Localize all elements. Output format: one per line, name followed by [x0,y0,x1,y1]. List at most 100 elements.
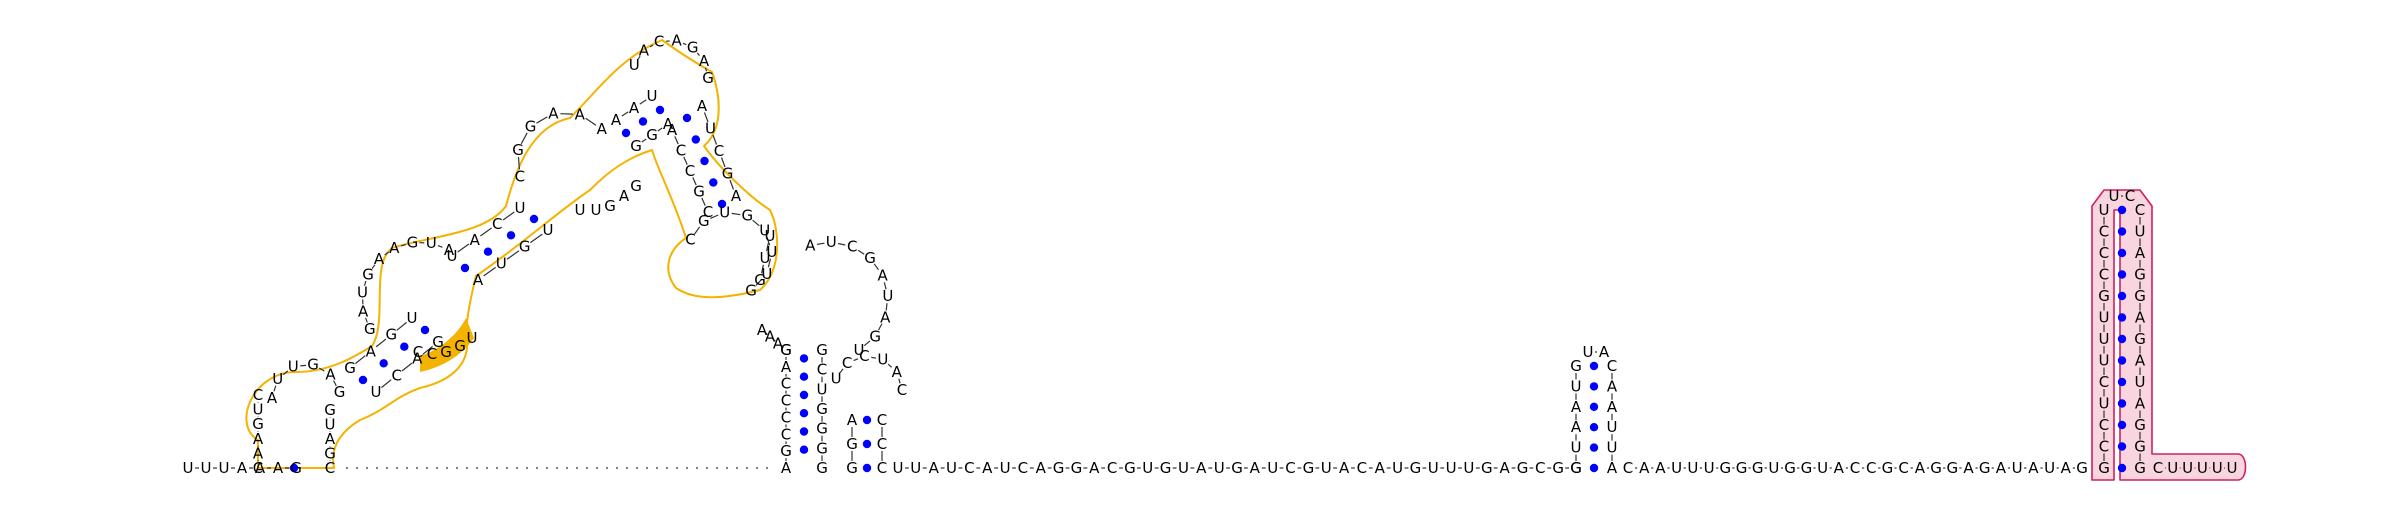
orange-stem-nt: U [496,254,507,272]
base-pair-dot [420,325,430,335]
hairpin-b-nt: C [877,411,887,429]
base-pair-dot [2117,313,2127,322]
orange-apical-nt: G [687,39,699,57]
orange-apical-nt: A [671,32,682,50]
backbone-segment [885,303,888,311]
hairpin-a-loop-nt: U [882,287,893,305]
base-pair-dot [799,354,809,363]
base-pair-dot [2117,291,2127,301]
backbone-segment [772,338,776,342]
pink-hairpin-nt: C [2099,266,2109,284]
pink-hairpin-nt: G [2134,438,2146,456]
base-pair-dot [2117,463,2127,473]
linker2-nt: A [1996,459,2007,477]
three-prime-tail-nt: U [2167,459,2178,477]
pink-hairpin-nt: C [2099,244,2109,262]
hairpin-a-nt: U [817,380,828,398]
linker-nt: A [982,459,993,477]
backbone-segment [363,280,367,286]
small-hairpin-nt: G [1570,357,1582,375]
orange-loop-nt: G [364,320,376,338]
base-pair-dot [799,390,809,400]
backbone-segment [401,362,413,372]
linker2-nt: A [2028,459,2039,477]
backbone-segment [877,323,883,331]
base-pair-dot [2117,442,2127,451]
linker-nt: A [1499,459,1510,477]
backbone-segment [384,251,390,256]
backbone-segment [536,116,548,124]
backbone-segment [694,226,701,235]
pink-hairpin-nt: A [2135,352,2146,370]
base-pair-dot [2117,356,2127,365]
orange-loop-nt: G [630,177,642,195]
backbone-segment [837,242,846,246]
orange-stem-nt: C [391,366,401,384]
backbone-segment [517,156,520,170]
base-pair-dot [638,117,648,126]
backbone-segment [752,219,760,227]
linker2-nt: G [1979,459,1991,477]
backbone-segment [437,245,443,248]
five-prime-tail-nt: G [290,459,302,477]
linker2-nt: A [1639,459,1650,477]
orange-apical-nt: U [629,56,640,74]
backbone-segment [701,197,706,206]
orange-stem-nt: U [371,383,382,401]
backbone-segment [585,117,597,126]
hairpin-a-nt: G [754,271,766,289]
base-pair-dot [2117,420,2127,430]
backbone-segment [682,42,687,46]
backbone-segment [766,236,771,246]
orange-apical-nt: C [654,33,664,51]
backbone-segment [621,111,629,117]
orange-stem-nt: U [325,416,336,434]
orange-stem-nt: C [253,386,263,404]
base-pair-dot [621,128,631,138]
linker-nt: U [1178,459,1189,477]
orange-stem-nt: A [731,187,742,205]
hairpin-a-nt: A [773,334,784,352]
orange-loop-nt: G [407,234,419,252]
backbone-segment [457,243,470,253]
linker2-nt: A [1655,459,1666,477]
linker-nt: U [1463,459,1474,477]
orange-loop-nt: G [525,118,537,136]
linker-nt: G [1410,459,1422,477]
hairpin-a-loop-nt: G [869,327,881,345]
base-pair-dot [460,263,470,273]
orange-loop-nt: U [357,283,368,301]
backbone-segment [853,358,859,362]
orange-stem-nt: C [714,142,724,160]
backbone-segment [657,127,663,132]
pink-hairpin-nt: U [2135,223,2146,241]
hairpin-b-loop-nt: C [859,347,869,365]
backbone-segment [729,179,735,190]
orange-stem-nt: C [325,459,335,477]
pink-hairpin-nt: C [2099,438,2109,456]
base-pair-dot [1589,382,1599,391]
linker-nt: U [1392,459,1403,477]
backbone-segment [692,177,697,186]
orange-loop-nt: U [272,370,283,388]
pink-hairpin-nt: C [2135,201,2145,219]
linker2-nt: U [1687,459,1698,477]
hairpin-a-nt: G [780,341,792,359]
linker-nt: G [1160,459,1172,477]
orange-inner-loop-nt: U [766,243,777,261]
orange-module-highlight [245,39,779,469]
orange-stem-nt: C [492,215,502,233]
pink-hairpin-nt: G [2098,459,2110,477]
backbone-segment [506,250,520,260]
orange-apical-nt: A [639,41,650,59]
pink-hairpin-nt: U [2135,373,2146,391]
linker-nt: U [893,459,904,477]
hairpin-a-nt: G [816,420,828,438]
orange-apical-nt: G [702,69,714,87]
orange-stem-nt: A [253,444,264,462]
hairpin-a-nt: C [781,408,791,426]
backbone-segment [839,368,844,374]
backbone-segment [365,317,368,323]
three-prime-tail-nt: U [2197,459,2208,477]
